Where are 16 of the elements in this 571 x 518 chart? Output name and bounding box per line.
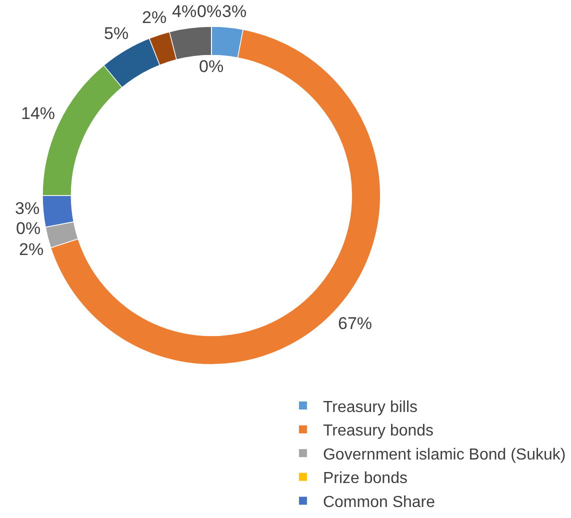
- data-label: 4%: [172, 2, 197, 21]
- text: 0%: [199, 57, 224, 76]
- data-label: 14%: [21, 104, 56, 123]
- data-label: 2%: [19, 240, 44, 259]
- data-label: 5%: [104, 24, 129, 43]
- legend-label: Government islamic Bond (Sukuk): [322, 446, 566, 464]
- text: 0%: [16, 219, 41, 238]
- data-label: 3%: [222, 2, 247, 21]
- data-label: 3%: [15, 199, 40, 218]
- legend-label: Treasury bills: [322, 398, 418, 416]
- data-label: 2%: [142, 8, 167, 27]
- legend-label: Prize bonds: [322, 470, 408, 488]
- data-label: 67%: [338, 314, 372, 333]
- text: 0%: [197, 2, 222, 21]
- legend-label: Common Share: [322, 494, 436, 511]
- legend-label: Treasury bonds: [322, 422, 434, 440]
